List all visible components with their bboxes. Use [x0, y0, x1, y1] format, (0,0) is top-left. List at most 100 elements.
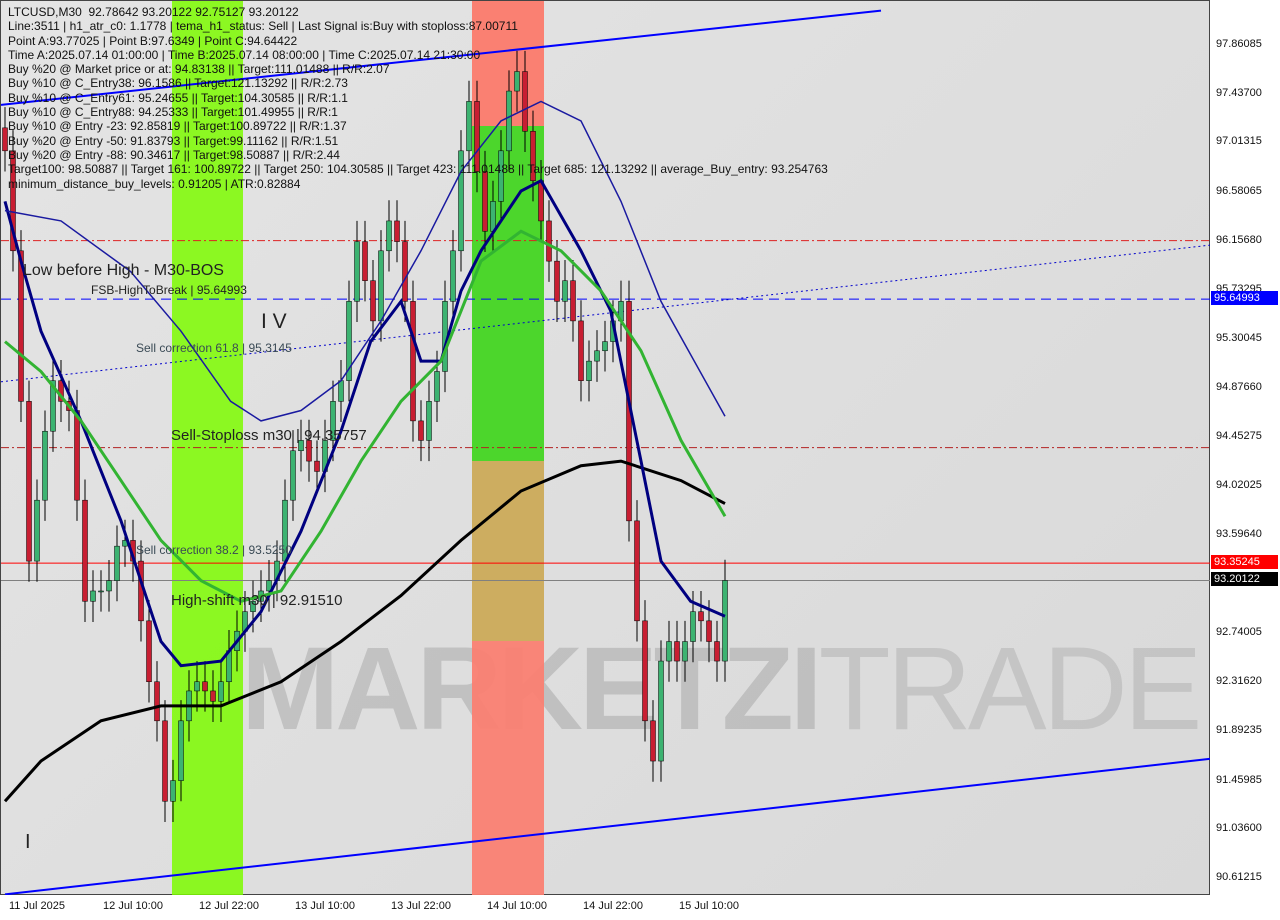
candle-body	[514, 71, 520, 92]
info-line: Buy %10 @ C_Entry88: 94.25333 || Target:…	[8, 105, 338, 120]
candle-body	[210, 690, 216, 702]
candle-body	[10, 150, 16, 252]
candle-body	[386, 220, 392, 252]
price-tick: 94.87660	[1216, 380, 1262, 393]
price-tick: 91.03600	[1216, 822, 1262, 835]
time-tick: 13 Jul 10:00	[295, 900, 355, 912]
candle-body	[50, 380, 56, 432]
candle-body	[698, 611, 704, 622]
candle-body	[266, 580, 272, 592]
candle-body	[98, 590, 104, 593]
zone-orange	[472, 461, 544, 641]
candle-body	[506, 90, 512, 152]
info-line: Time A:2025.07.14 01:00:00 | Time B:2025…	[8, 47, 481, 62]
candle-body	[106, 580, 112, 592]
label-low-before-high: Low before High - M30-BOS	[23, 262, 224, 279]
time-tick: 12 Jul 10:00	[103, 900, 163, 912]
candle-body	[298, 440, 304, 452]
candle-body	[586, 360, 592, 381]
candle-body	[642, 620, 648, 722]
candle-body	[178, 720, 184, 781]
candle-body	[346, 301, 352, 381]
candle-body	[594, 350, 600, 362]
candle-body	[290, 450, 296, 501]
candle-body	[690, 611, 696, 642]
candle-body	[354, 241, 360, 302]
moving-average-line	[4, 100, 726, 422]
zone-green	[172, 1, 243, 896]
channel-line	[4, 757, 1211, 896]
info-line: Buy %10 @ C_Entry38: 96.1586 || Target:1…	[8, 76, 348, 91]
price-axis: 97.86085 97.43700 97.01315 96.58065 96.15680…	[1210, 0, 1280, 895]
price-tick: 94.45275	[1216, 429, 1262, 442]
label-sell-correction-38: Sell correction 38.2 | 93.5250	[136, 543, 292, 557]
candle-body	[722, 580, 728, 662]
price-chart[interactable]: MARKETZITRADE LTCUSD,M30 92.78642 93.201…	[0, 0, 1211, 896]
label-sell-stoploss: Sell-Stoploss m30 | 94.35757	[171, 427, 367, 444]
info-line: Buy %20 @ Entry -50: 91.83793 || Target:…	[8, 133, 339, 148]
candle-body	[682, 641, 688, 662]
label-sell-correction-61: Sell correction 61.8 | 95.3145	[136, 341, 292, 355]
info-line: Buy %20 @ Entry -88: 90.34617 || Target:…	[8, 147, 340, 162]
candle-body	[90, 590, 96, 602]
candle-body	[458, 150, 464, 252]
candle-body	[18, 250, 24, 402]
candle-body	[410, 301, 416, 422]
candle-body	[154, 681, 160, 722]
price-tick: 96.15680	[1216, 233, 1262, 246]
candle-body	[562, 280, 568, 302]
candle-body	[394, 220, 400, 242]
price-tick: 90.61215	[1216, 871, 1262, 884]
candle-body	[418, 420, 424, 441]
price-tick: 92.31620	[1216, 675, 1262, 688]
candle-body	[338, 380, 344, 402]
info-line: Line:3511 | h1_atr_c0: 1.1778 | tema_h1_…	[8, 19, 518, 34]
candle-body	[330, 401, 336, 441]
candle-body	[42, 430, 48, 501]
time-tick: 11 Jul 2025	[8, 900, 66, 912]
price-tick: 91.45985	[1216, 773, 1262, 786]
time-tick: 15 Jul 10:00	[679, 900, 739, 912]
candle-body	[194, 681, 200, 692]
candle-body	[82, 499, 88, 602]
price-tick: 91.89235	[1216, 723, 1262, 736]
candle-body	[202, 681, 208, 692]
candle-body	[658, 660, 664, 762]
candle-body	[2, 127, 8, 152]
candle-body	[570, 280, 576, 322]
candle-body	[466, 101, 472, 152]
candle-body	[578, 320, 584, 381]
price-level-badge: 93.35245	[1211, 555, 1278, 570]
candle-body	[250, 601, 256, 612]
info-line: Point A:93.77025 | Point B:97.6349 | Poi…	[8, 33, 298, 48]
candle-body	[666, 641, 672, 662]
price-tick: 96.58065	[1216, 185, 1262, 198]
candle-body	[114, 545, 120, 581]
candle-body	[450, 250, 456, 302]
price-tick: 93.59640	[1216, 528, 1262, 541]
candle-body	[522, 71, 528, 132]
candle-body	[26, 401, 32, 562]
info-line: LTCUSD,M30 92.78642 93.20122 92.75127 93…	[8, 5, 299, 19]
time-tick: 12 Jul 22:00	[199, 900, 259, 912]
info-line: Buy %10 @ C_Entry61: 95.24655 || Target:…	[8, 90, 348, 105]
info-line: Target100: 98.50887 || Target 161: 100.8…	[8, 162, 828, 177]
candle-body	[74, 410, 80, 501]
moving-average-line	[4, 229, 727, 603]
candle-body	[314, 460, 320, 472]
label-wave-i: I	[25, 831, 31, 853]
candle-body	[674, 641, 680, 662]
candle-body	[602, 341, 608, 352]
candle-body	[162, 720, 168, 802]
candle-body	[490, 201, 496, 232]
candle-body	[362, 241, 368, 281]
candle-body	[434, 371, 440, 402]
label-high-shift: High-shift m30 | 92.91510	[171, 592, 343, 609]
zone-red-bottom	[472, 641, 544, 896]
candle-body	[402, 241, 408, 302]
price-tick: 92.74005	[1216, 626, 1262, 639]
candle-body	[146, 620, 152, 683]
moving-average-line	[3, 459, 726, 803]
info-line: minimum_distance_buy_levels: 0.91205 | A…	[8, 176, 301, 191]
candle-body	[370, 280, 376, 322]
